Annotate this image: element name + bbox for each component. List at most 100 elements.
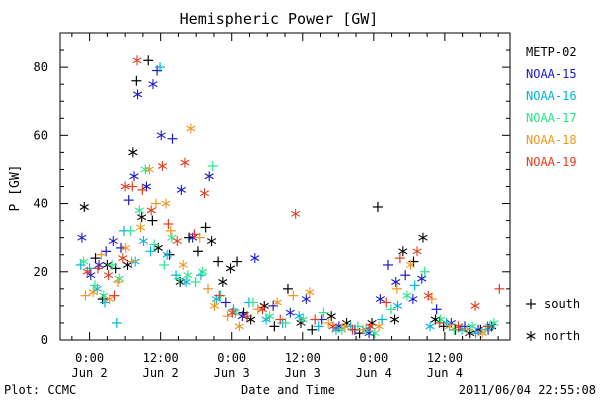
data-point-south (323, 317, 334, 328)
data-point-north (398, 246, 408, 257)
data-point-north (209, 300, 220, 311)
data-point-north (402, 290, 412, 301)
data-point-north (186, 123, 196, 134)
data-point-south (242, 311, 253, 322)
data-point-south (347, 324, 358, 335)
x-tick-time-label: 12:00 (143, 351, 179, 365)
data-point-north (417, 273, 427, 284)
data-point-north (198, 266, 208, 277)
data-point-north (120, 181, 130, 192)
x-tick-time-label: 0:00 (359, 351, 388, 365)
data-point-north (132, 89, 143, 100)
data-point-south (400, 270, 411, 281)
data-point-north (291, 208, 301, 219)
data-point-south (137, 184, 148, 195)
data-point-south (372, 201, 383, 212)
data-point-south (164, 249, 175, 260)
data-point-north (445, 321, 455, 332)
data-point-south (163, 219, 174, 230)
data-point-north (79, 256, 89, 267)
x-tick-date-label: Jun 3 (214, 366, 250, 380)
data-point-north (137, 212, 147, 223)
data-point-south (155, 62, 166, 73)
data-point-south (80, 290, 91, 301)
data-point-north (146, 205, 156, 216)
data-point-north (367, 317, 377, 328)
footer-credit: Plot: CCMC (4, 383, 76, 397)
legend-series-label: NOAA-17 (526, 111, 577, 125)
series-legend: METP-02 NOAA-15 NOAA-16 NOAA-17 NOAA-18 NOAA-… (526, 45, 577, 169)
data-point-north (206, 236, 217, 247)
y-tick-label: 0 (41, 333, 48, 347)
data-point-south (123, 195, 134, 206)
data-point-south (222, 311, 233, 322)
data-point-south (383, 259, 394, 270)
data-point-south (96, 249, 107, 260)
data-point-south (190, 277, 201, 288)
data-point-north (148, 79, 158, 90)
data-point-north (261, 314, 271, 325)
data-point-south (252, 304, 263, 315)
data-point-south (310, 314, 321, 325)
data-point-north (301, 294, 311, 305)
data-point-north (134, 205, 144, 216)
data-point-north (470, 300, 480, 311)
data-point-south (391, 283, 402, 294)
data-point-south (220, 297, 231, 308)
data-point-north (234, 321, 245, 332)
hemisphere-legend: south north (526, 297, 580, 343)
data-points (75, 55, 505, 339)
data-point-north (82, 266, 92, 277)
data-point-north (285, 307, 295, 318)
data-point-north (167, 232, 177, 243)
data-point-north (138, 236, 149, 247)
data-point-north (457, 324, 467, 335)
data-point-north (389, 314, 400, 325)
data-point-south (143, 55, 154, 66)
data-point-south (394, 253, 405, 264)
data-point-south (111, 317, 122, 328)
data-point-north (129, 171, 139, 182)
data-point-north (328, 321, 338, 332)
data-point-north (272, 297, 282, 308)
data-point-south (232, 256, 243, 267)
legend-north-symbol (526, 331, 536, 341)
data-point-north (489, 317, 499, 328)
data-point-north (183, 270, 193, 281)
data-point-south (194, 232, 205, 243)
data-point-north (218, 277, 228, 288)
data-point-north (135, 222, 146, 233)
data-point-north (156, 130, 166, 141)
data-point-south (419, 266, 430, 277)
y-tick-label: 80 (34, 60, 48, 74)
data-point-south (189, 229, 200, 240)
data-point-south (213, 256, 224, 267)
data-point-south (352, 321, 363, 332)
data-point-south (203, 283, 214, 294)
data-point-south (470, 328, 481, 339)
data-point-south (107, 259, 118, 270)
data-point-south (288, 290, 299, 301)
data-point-south (248, 297, 259, 308)
data-point-north (172, 236, 182, 247)
data-point-south (100, 297, 110, 308)
data-point-north (161, 198, 171, 209)
legend-hemisphere-label: north (544, 329, 580, 343)
data-point-north (128, 147, 138, 158)
legend-series-label: NOAA-15 (526, 67, 577, 81)
data-point-south (165, 225, 176, 236)
data-point-north (140, 164, 150, 175)
data-point-south (214, 290, 225, 301)
data-point-north (225, 263, 236, 274)
data-point-north (265, 311, 275, 322)
data-point-north (392, 300, 403, 311)
x-tick-time-label: 0:00 (75, 351, 104, 365)
data-point-south (147, 215, 158, 226)
data-point-north (178, 259, 188, 270)
data-point-south (200, 222, 211, 233)
data-point-south (159, 259, 170, 270)
data-point-north (418, 232, 428, 243)
data-point-south (195, 270, 206, 281)
data-point-north (375, 294, 385, 305)
